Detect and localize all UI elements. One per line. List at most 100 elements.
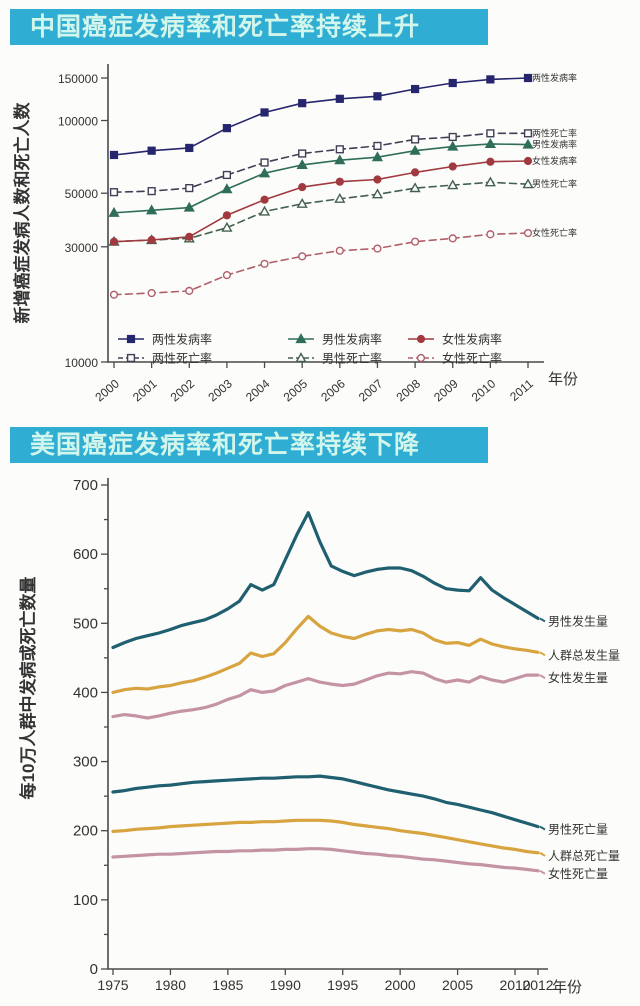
series-marker-0: [448, 78, 457, 88]
y-tick-label: 30000: [65, 241, 99, 255]
legend-label: 男性死亡率: [322, 351, 382, 366]
y-tick-label: 400: [73, 684, 98, 701]
y-tick-label: 150000: [58, 72, 98, 86]
series-marker-3: [484, 176, 496, 187]
series-marker-5: [523, 228, 533, 238]
series-marker-1: [410, 135, 420, 144]
x-tick-label: 1990: [270, 977, 301, 993]
series-marker-3: [409, 182, 421, 193]
y-tick-label: 100000: [58, 115, 98, 129]
series-marker-4: [109, 237, 119, 246]
x-tick-label: 2005: [281, 376, 311, 404]
us-chart-y-axis-title: 每10万人群中发病或死亡数量: [18, 577, 38, 800]
series-line-2: [113, 143, 529, 214]
series-marker-1: [373, 141, 382, 151]
series-marker-4: [486, 157, 495, 166]
legend-item-4: 女性发病率: [408, 332, 502, 347]
y-tick-label: 200: [73, 823, 98, 840]
series-marker-5: [185, 286, 194, 295]
series-marker-1: [109, 188, 119, 197]
series-marker-4: [260, 195, 269, 204]
y-tick-label: 700: [73, 477, 98, 494]
series-marker-0: [109, 150, 119, 160]
series-line-1: [111, 614, 540, 694]
series-marker-4: [523, 156, 533, 166]
series-end-label-2: 女性发生量: [548, 670, 608, 685]
series-marker-5: [222, 271, 232, 280]
series-marker-5: [486, 230, 495, 239]
series-marker-3: [221, 221, 233, 232]
us-chart-title: 美国癌症发病率和死亡率持续下降: [30, 431, 421, 459]
x-tick-label: 2012: [522, 977, 553, 993]
series-marker-1: [260, 158, 269, 167]
series-line-3: [113, 181, 529, 243]
y-tick-label: 10000: [65, 356, 99, 370]
legend-marker: [126, 353, 136, 363]
series-line-3: [111, 774, 540, 829]
series-marker-2: [221, 183, 233, 194]
series-marker-5: [335, 246, 344, 255]
series-marker-1: [486, 129, 495, 138]
series-marker-1: [147, 187, 156, 196]
y-tick-label: 50000: [65, 187, 99, 201]
series-marker-0: [335, 94, 344, 103]
x-tick-label: 2011: [507, 376, 536, 404]
series-end-label-0: 男性发生量: [548, 613, 608, 628]
us-chart-title-banner: 美国癌症发病率和死亡率持续下降: [10, 427, 488, 463]
series-end-label-3: 男性死亡率: [532, 178, 577, 189]
series-marker-3: [522, 178, 534, 189]
china-chart-title: 中国癌症发病率和死亡率持续上升: [30, 13, 421, 41]
series-marker-2: [447, 140, 459, 151]
series-end-label-1: 两性死亡率: [532, 127, 577, 138]
y-tick-label: 100: [73, 892, 98, 909]
series-end-label-5: 女性死亡量: [548, 866, 608, 881]
series-marker-2: [409, 144, 421, 155]
axis-line: [107, 478, 548, 970]
x-tick-label: 2009: [431, 376, 461, 404]
x-tick-label: 2006: [318, 376, 348, 404]
series-marker-4: [410, 168, 420, 177]
series-marker-1: [335, 145, 344, 154]
series-line-4: [113, 160, 529, 243]
series-marker-1: [448, 132, 457, 142]
legend-item-0: 两性发病率: [118, 332, 212, 347]
end-label-leader: [539, 851, 546, 857]
legend-item-1: 两性死亡率: [118, 351, 212, 366]
us-cancer-trend-chart: 每10万人群中发病或死亡数量 年份 700 600 500 400 300 200 100 0…: [18, 477, 620, 996]
legend-item-5: 女性死亡率: [408, 351, 502, 366]
series-marker-0: [410, 84, 420, 94]
series-marker-0: [185, 143, 194, 153]
series-end-label-3: 男性死亡量: [548, 823, 608, 837]
x-tick-label: 2004: [243, 376, 273, 404]
series-marker-5: [298, 252, 307, 261]
series-marker-4: [373, 175, 382, 184]
end-label-leader: [539, 869, 546, 875]
series-marker-2: [522, 138, 534, 149]
legend-label: 男性发病率: [322, 332, 382, 347]
series-marker-3: [371, 188, 384, 199]
series-marker-3: [447, 179, 459, 190]
axis-line: [107, 64, 544, 363]
legend-label: 两性发病率: [152, 332, 212, 347]
x-tick-label: 2010: [469, 376, 499, 404]
legend-marker: [295, 352, 307, 363]
series-marker-4: [185, 232, 194, 241]
x-tick-label: 2008: [394, 376, 424, 404]
legend-marker: [416, 353, 426, 363]
x-tick-label: 2001: [130, 376, 160, 404]
series-marker-5: [448, 234, 457, 243]
series-end-label-2: 男性发病率: [532, 139, 577, 150]
series-end-label-5: 女性死亡率: [532, 227, 577, 238]
series-marker-5: [410, 237, 420, 246]
y-tick-label: 300: [73, 754, 98, 771]
series-line-5: [113, 232, 529, 296]
x-tick-label: 2000: [385, 977, 416, 993]
legend-marker: [416, 334, 426, 344]
series-marker-5: [260, 259, 269, 268]
end-label-leader: [539, 617, 546, 623]
series-marker-1: [298, 149, 307, 158]
x-tick-label: 2003: [205, 376, 235, 404]
us-chart-x-axis-title: 年份: [552, 979, 582, 996]
series-marker-2: [183, 201, 195, 212]
